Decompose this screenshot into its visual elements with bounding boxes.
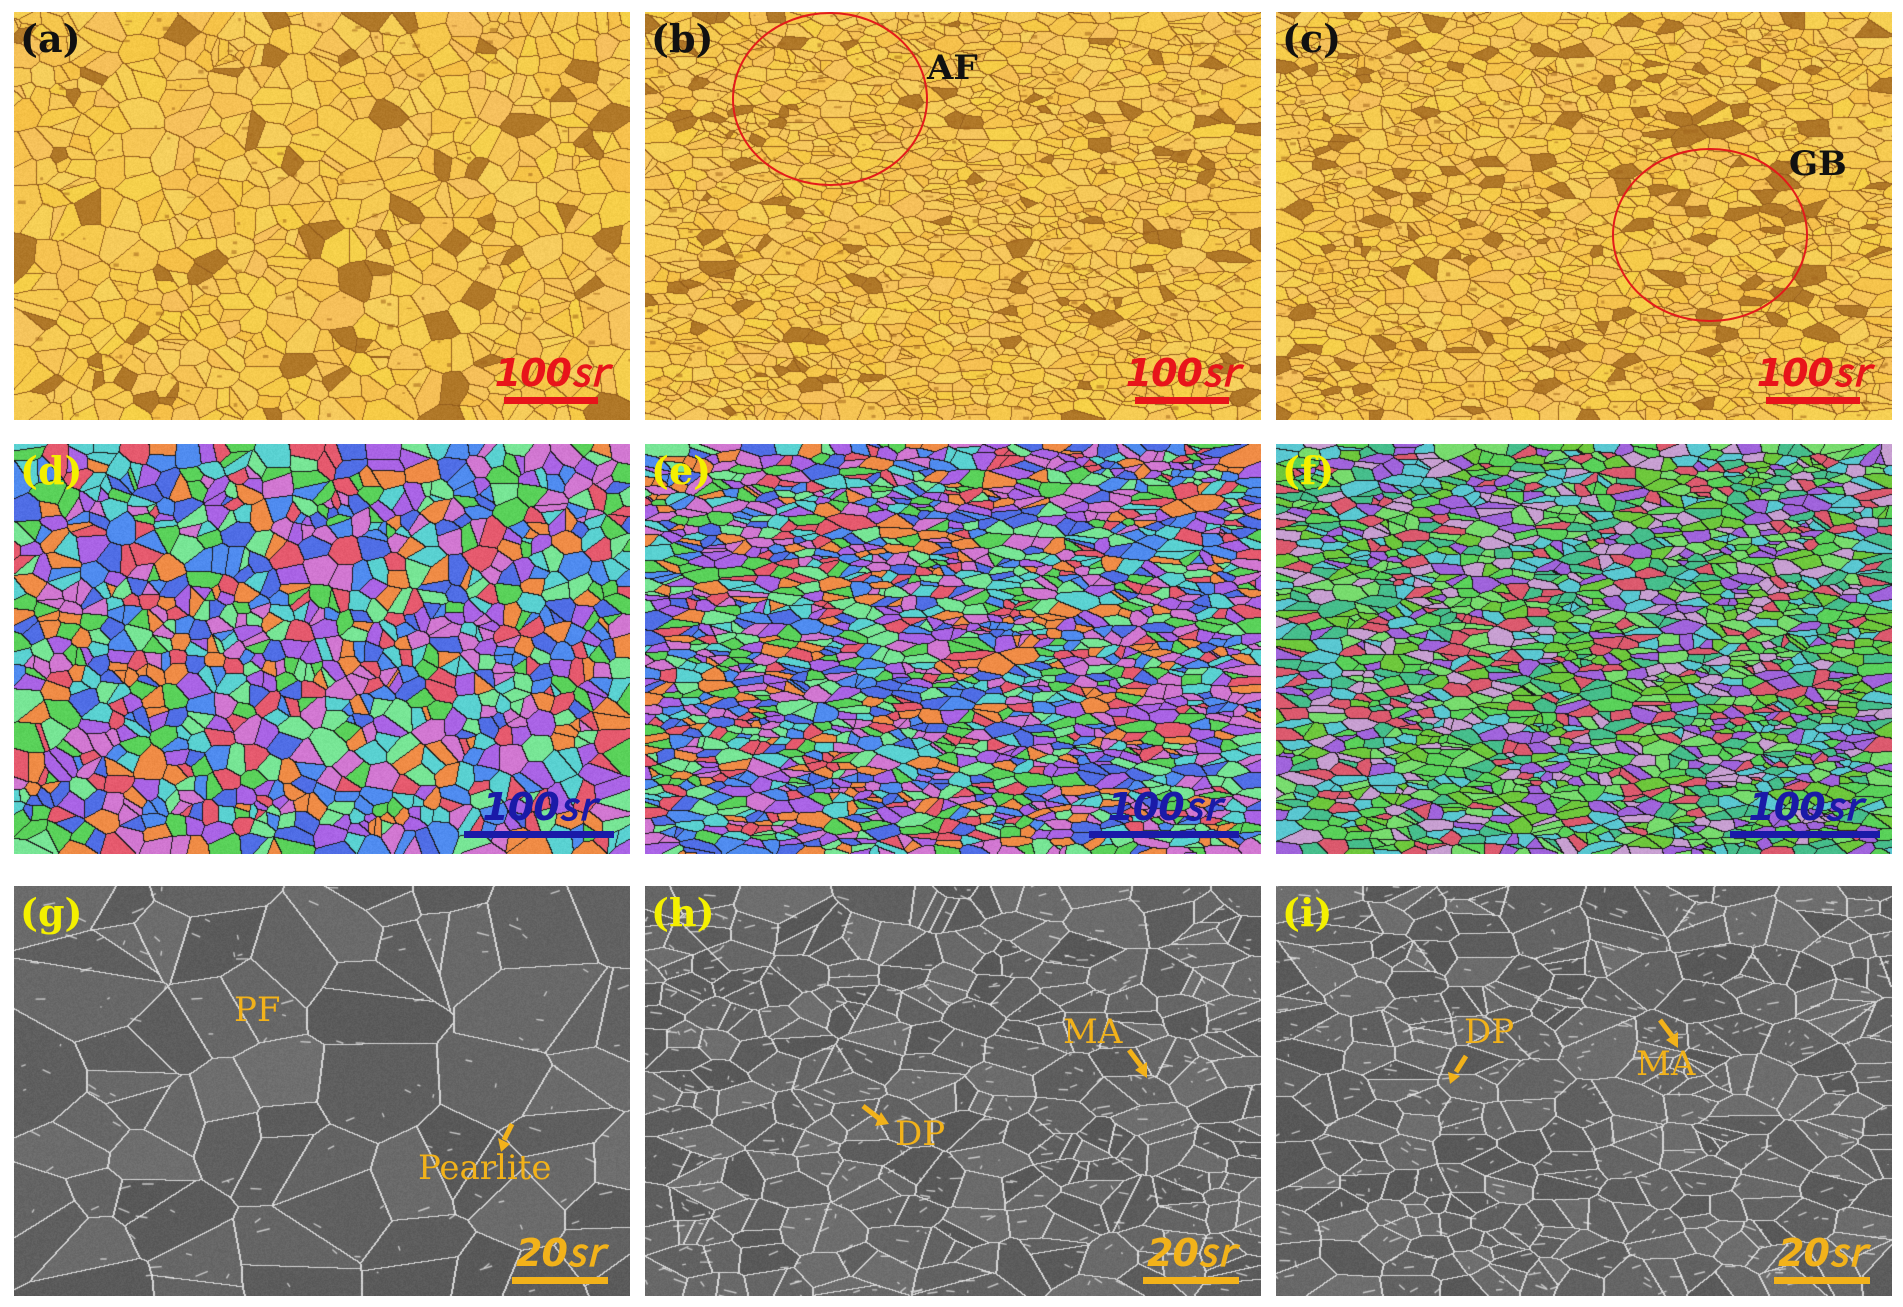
scale-bar-label: 100㏛ — [1089, 787, 1239, 827]
ma-annotation: MA — [1636, 1044, 1695, 1084]
scale-bar-line — [1143, 1277, 1239, 1284]
ma-arrow-icon — [1123, 1046, 1157, 1080]
panel-label: (a) — [20, 16, 81, 61]
dp-arrow-icon — [1440, 1052, 1474, 1086]
scale-bar-line — [504, 397, 598, 404]
panel-label: (f) — [1282, 448, 1334, 493]
scale-bar: 100㏛ — [495, 353, 608, 404]
scale-bar: 100㏛ — [1126, 353, 1239, 404]
pearlite-annotation: Pearlite — [418, 1148, 552, 1188]
scale-bar-label: 100㏛ — [1126, 353, 1239, 393]
panel-g-sem-micrograph: (g) PF Pearlite 20㏛ — [14, 886, 630, 1296]
panel-label: (e) — [651, 448, 711, 493]
panel-label: (h) — [651, 890, 715, 935]
scale-bar-line — [1730, 831, 1880, 838]
scale-bar-label: 20㏛ — [512, 1233, 608, 1273]
scale-bar-line — [512, 1277, 608, 1284]
panel-b-optical-micrograph: (b) AF 100㏛ — [645, 12, 1261, 420]
scale-bar-line — [1774, 1277, 1870, 1284]
panel-label: (b) — [651, 16, 714, 61]
panel-a-optical-micrograph: (a) 100㏛ — [14, 12, 630, 420]
scale-bar: 100㏛ — [1730, 787, 1880, 838]
ma-annotation: MA — [1063, 1012, 1122, 1052]
af-annotation: AF — [927, 48, 978, 88]
panel-d-ebsd-map: (d) 100㏛ — [14, 444, 630, 854]
scale-bar: 20㏛ — [1143, 1233, 1239, 1284]
scale-bar-line — [1766, 397, 1860, 404]
panel-c-optical-micrograph: (c) GB 100㏛ — [1276, 12, 1892, 420]
panel-label: (d) — [20, 448, 83, 493]
panel-f-ebsd-map: (f) 100㏛ — [1276, 444, 1892, 854]
panel-h-sem-micrograph: (h) MA DP 20㏛ — [645, 886, 1261, 1296]
dp-annotation: DP — [895, 1114, 945, 1154]
scale-bar-line — [464, 831, 614, 838]
dp-arrow-icon — [859, 1100, 893, 1134]
scale-bar: 100㏛ — [464, 787, 614, 838]
scale-bar-label: 100㏛ — [1730, 787, 1880, 827]
scale-bar-line — [1135, 397, 1229, 404]
scale-bar-label: 100㏛ — [464, 787, 614, 827]
region-circle — [732, 12, 928, 186]
panel-label: (g) — [20, 890, 83, 935]
scale-bar-label: 100㏛ — [1757, 353, 1870, 393]
gb-annotation: GB — [1789, 144, 1847, 184]
scale-bar-label: 20㏛ — [1143, 1233, 1239, 1273]
scale-bar-label: 100㏛ — [495, 353, 608, 393]
scale-bar-label: 20㏛ — [1774, 1233, 1870, 1273]
scale-bar: 100㏛ — [1089, 787, 1239, 838]
scale-bar: 100㏛ — [1757, 353, 1870, 404]
pf-annotation: PF — [234, 990, 280, 1030]
panel-label: (i) — [1282, 890, 1332, 935]
panel-label: (c) — [1282, 16, 1341, 61]
scale-bar: 20㏛ — [1774, 1233, 1870, 1284]
panel-e-ebsd-map: (e) 100㏛ — [645, 444, 1261, 854]
panel-i-sem-micrograph: (i) DP MA 20㏛ — [1276, 886, 1892, 1296]
scale-bar-line — [1089, 831, 1239, 838]
scale-bar: 20㏛ — [512, 1233, 608, 1284]
region-circle — [1612, 148, 1808, 322]
dp-annotation: DP — [1464, 1012, 1514, 1052]
